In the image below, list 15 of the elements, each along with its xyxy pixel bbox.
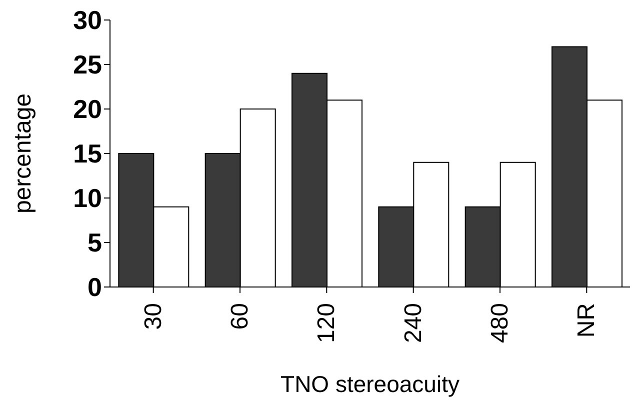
y-tick-label: 10 bbox=[73, 183, 102, 214]
x-tick-label: 480 bbox=[486, 303, 514, 344]
x-tick-label: 60 bbox=[226, 303, 254, 330]
y-tick-label: 20 bbox=[73, 94, 102, 124]
y-tick-label: 0 bbox=[88, 272, 102, 302]
y-tick-label: 5 bbox=[88, 228, 102, 258]
y-tick-label: 15 bbox=[73, 138, 102, 169]
x-tick-label: 120 bbox=[313, 303, 340, 344]
x-tick-label: 30 bbox=[140, 303, 167, 330]
y-tick-label: 30 bbox=[73, 5, 102, 36]
x-axis-title: TNO stereoacuity bbox=[280, 371, 460, 397]
x-tick-label: NR bbox=[573, 303, 600, 338]
x-tick-label: 240 bbox=[400, 303, 427, 344]
y-axis-title: percentage bbox=[10, 93, 37, 214]
y-tick-label: 25 bbox=[73, 50, 102, 80]
